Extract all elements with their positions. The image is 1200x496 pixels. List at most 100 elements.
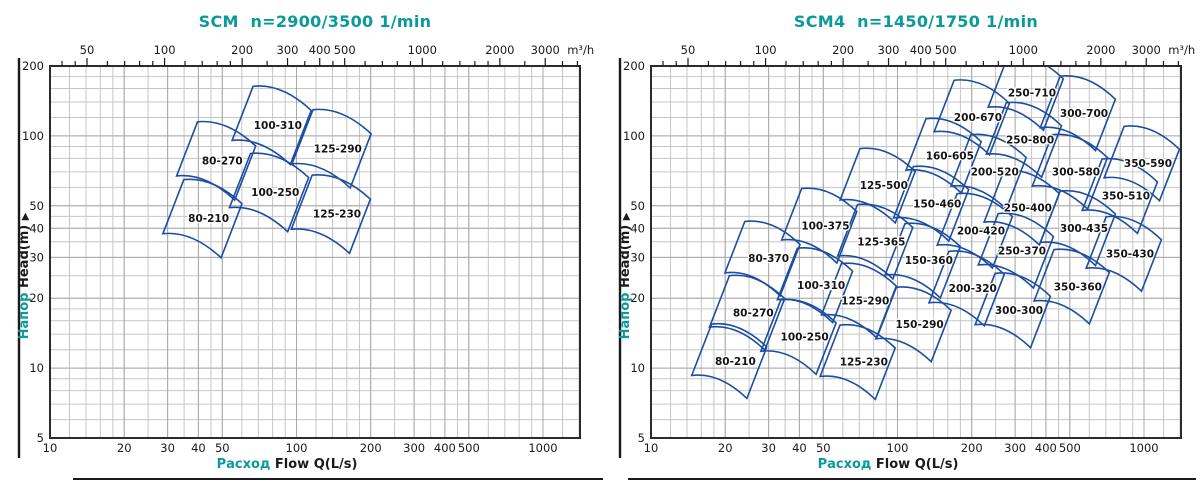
pump-region-label-100-375: 100-375: [801, 220, 849, 232]
pump-region-200-520: [949, 133, 1028, 211]
pump-region-label-160-605: 160-605: [926, 150, 974, 162]
x-axis-tick-label: 400: [434, 441, 456, 455]
y-axis-tick-label: 100: [22, 129, 44, 143]
pump-region-125-290: [820, 262, 898, 340]
pump-region-300-435: [1039, 189, 1117, 267]
x-axis-tick-label: 200: [961, 441, 983, 455]
pump-region-350-430: [1084, 215, 1163, 293]
pump-region-label-150-290: 150-290: [896, 319, 944, 331]
pump-region-300-300: [973, 272, 1052, 350]
pump-region-label-250-800: 250-800: [1006, 135, 1054, 147]
grid-layer: [50, 66, 580, 438]
x-axis-title: Расход Flow Q(L/s): [818, 457, 959, 472]
x-axis-tick-label: 20: [718, 441, 733, 455]
pump-region-label-300-300: 300-300: [995, 305, 1043, 317]
pump-region-label-100-250: 100-250: [251, 187, 299, 199]
x-axis-tick-label: 10: [644, 441, 659, 455]
pump-region-80-270: [175, 120, 257, 202]
pump-region-label-125-365: 125-365: [857, 236, 905, 248]
top-axis-tick-label: 200: [832, 43, 854, 57]
pump-region-150-460: [892, 165, 970, 243]
top-axis-ticks: [662, 58, 1180, 66]
top-axis-tick-label: 2000: [485, 43, 514, 57]
region-layer: 80-210 80-270 100-250 100-310 125-230 125-290: [161, 85, 373, 260]
x-axis-tick-label: 100: [286, 441, 308, 455]
x-axis-tick-label: 200: [360, 441, 382, 455]
x-axis-tick-label: 1000: [528, 441, 557, 455]
pump-region-label-200-420: 200-420: [957, 225, 1005, 237]
grid-major-layer: [50, 66, 580, 438]
pump-region-label-150-360: 150-360: [905, 255, 953, 267]
pump-region-label-80-270: 80-270: [202, 155, 243, 167]
pump-region-350-360: [1032, 248, 1111, 326]
pump-region-label-125-290: 125-290: [314, 143, 362, 155]
pump-region-250-800: [985, 101, 1063, 179]
pump-region-80-370: [723, 220, 801, 298]
x-axis-tick-label: 300: [403, 441, 425, 455]
pump-region-80-270: [708, 274, 786, 352]
y-axis-title: Напор Head(m) ▶: [618, 212, 633, 339]
pump-region-150-360: [883, 222, 962, 300]
x-axis-tick-label: 30: [160, 441, 175, 455]
top-axis-tick-label: 1000: [408, 43, 437, 57]
top-axis-tick-label: 3000: [1132, 43, 1161, 57]
pump-region-label-350-430: 350-430: [1106, 249, 1154, 261]
pump-region-100-310: [776, 247, 854, 325]
x-axis-tick-label: 50: [215, 441, 230, 455]
x-axis-tick-label: 30: [761, 441, 776, 455]
plot-border: [49, 65, 581, 439]
pump-region-label-125-230: 125-230: [313, 209, 361, 221]
pump-region-160-605: [904, 117, 983, 195]
pump-region-label-250-710: 250-710: [1008, 88, 1056, 100]
pump-region-label-300-580: 300-580: [1052, 166, 1100, 178]
y-axis-tick-label: 40: [630, 221, 645, 235]
pump-region-100-310: [230, 85, 313, 166]
pump-region-300-580: [1031, 133, 1109, 211]
pump-region-label-350-590: 350-590: [1124, 158, 1172, 170]
y-axis-tick-label: 40: [29, 221, 44, 235]
top-axis-tick-label: 500: [935, 43, 957, 57]
pump-region-label-100-310: 100-310: [254, 120, 302, 132]
pump-region-125-290: [290, 108, 373, 190]
pump-region-250-710: [986, 67, 1065, 132]
chart-title-scm: SCM n=2900/3500 1/min: [198, 12, 432, 31]
y-axis-tick-label: 100: [623, 129, 645, 143]
pump-region-250-400: [982, 169, 1061, 247]
top-axis-tick-label: 3000: [531, 43, 560, 57]
top-axis-tick-label: 200: [231, 43, 253, 57]
x-axis-tick-label: 40: [191, 441, 206, 455]
pump-region-250-370: [977, 212, 1055, 290]
pump-region-label-350-360: 350-360: [1054, 281, 1102, 293]
x-axis-tick-label: 40: [792, 441, 807, 455]
y-axis-tick-label: 30: [630, 250, 645, 264]
top-axis-unit-label: m³/h: [567, 43, 594, 57]
x-axis-tick-label: 500: [458, 441, 480, 455]
pump-region-200-670: [932, 79, 1011, 157]
pump-region-300-700: [1039, 74, 1117, 153]
y-axis-tick-label: 10: [29, 361, 44, 375]
pump-region-label-300-700: 300-700: [1060, 108, 1108, 120]
pump-region-label-350-510: 350-510: [1102, 191, 1150, 203]
pump-region-label-200-670: 200-670: [954, 112, 1002, 124]
top-axis-tick-label: 100: [154, 43, 176, 57]
top-axis-tick-label: 300: [277, 43, 299, 57]
chart-panel-scm: 50 100 200 300 400 500 1000 2000 3000 m³/h10 20 30 4…: [17, 43, 603, 480]
pump-region-label-80-210: 80-210: [715, 356, 756, 368]
region-layer: 80-210 125-230 100-250 150-290 80-270 300-300…: [690, 67, 1180, 401]
y-axis-tick-label: 200: [623, 59, 645, 73]
x-axis-tick-label: 400: [1035, 441, 1057, 455]
top-axis-tick-label: 1000: [1009, 43, 1038, 57]
x-axis-tick-label: 10: [43, 441, 58, 455]
x-axis-tick-label: 500: [1059, 441, 1081, 455]
y-axis-tick-label: 200: [22, 59, 44, 73]
pump-region-125-365: [836, 203, 914, 281]
pump-region-label-250-370: 250-370: [998, 245, 1046, 257]
chart-title-scm4: SCM4 n=1450/1750 1/min: [793, 12, 1039, 31]
pump-region-label-300-435: 300-435: [1060, 223, 1108, 235]
pump-region-label-80-210: 80-210: [188, 213, 229, 225]
pump-region-label-125-500: 125-500: [860, 180, 908, 192]
pump-region-label-100-250: 100-250: [781, 332, 829, 344]
pump-region-label-125-230: 125-230: [840, 357, 888, 369]
